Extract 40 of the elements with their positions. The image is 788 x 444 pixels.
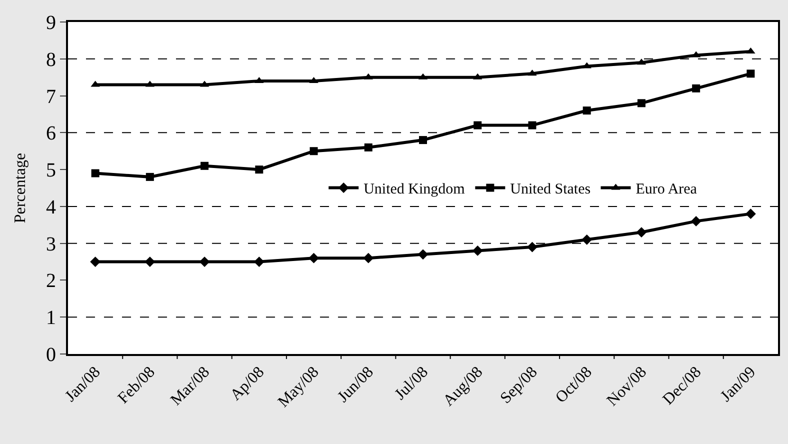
point [636, 227, 647, 238]
point [692, 84, 700, 92]
point [364, 143, 372, 152]
y-tick-label: 4 [46, 196, 56, 218]
y-tick-label: 3 [46, 233, 56, 256]
point [91, 169, 100, 178]
y-tick-label: 2 [46, 270, 56, 292]
point [254, 256, 264, 267]
point [199, 256, 210, 267]
point [308, 252, 319, 264]
point [582, 106, 591, 115]
point [472, 246, 483, 256]
point [418, 249, 428, 260]
point [746, 70, 755, 78]
point [363, 252, 374, 264]
point [527, 242, 538, 252]
y-tick-label: 6 [46, 122, 56, 145]
y-tick-label: 9 [46, 12, 56, 34]
point [528, 121, 536, 130]
legend-label: United States [510, 182, 591, 198]
point [474, 121, 482, 130]
point [745, 208, 756, 220]
y-tick-label: 1 [46, 307, 56, 330]
point [255, 166, 264, 174]
point [146, 172, 154, 181]
point [582, 234, 592, 245]
point [310, 147, 318, 156]
y-axis-title: Percentage [12, 152, 29, 224]
point [200, 162, 209, 170]
legend-label: United Kingdom [364, 182, 466, 198]
point [90, 256, 101, 267]
y-tick-label: 5 [46, 160, 56, 182]
legend-label: Euro Area [636, 182, 698, 198]
y-tick-label: 7 [46, 86, 56, 108]
y-tick-label: 8 [46, 48, 56, 71]
point [419, 136, 427, 144]
point [144, 256, 156, 267]
point [690, 216, 702, 226]
point [637, 99, 646, 108]
y-tick-label: 0 [46, 344, 56, 366]
